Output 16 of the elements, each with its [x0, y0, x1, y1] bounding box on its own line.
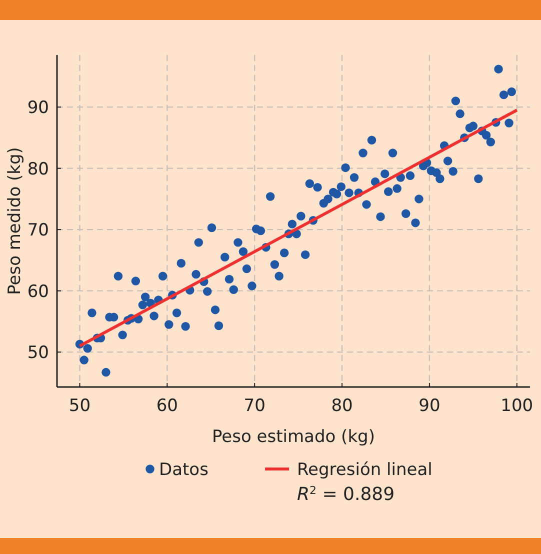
legend-label: Regresión lineal	[297, 460, 432, 480]
y-tick-label: 70	[27, 220, 49, 241]
x-tick-label: 50	[68, 396, 91, 416]
x-tick-label: 100	[500, 396, 534, 416]
x-axis-title: Peso estimado (kg)	[212, 427, 375, 447]
y-tick-label: 80	[27, 159, 49, 180]
y-tick-label: 50	[27, 343, 49, 364]
x-tick-label: 90	[418, 396, 440, 416]
x-tick-label: 60	[156, 396, 178, 416]
legend-label: Datos	[159, 460, 209, 480]
y-tick-label: 60	[27, 282, 49, 302]
text: R$^{2}$ = 0.889	[297, 484, 395, 505]
x-tick-label: 80	[331, 396, 353, 416]
y-axis-title: Peso medido (kg)	[5, 147, 25, 295]
y-tick-label: 90	[27, 98, 49, 118]
x-tick-label: 70	[244, 396, 266, 416]
